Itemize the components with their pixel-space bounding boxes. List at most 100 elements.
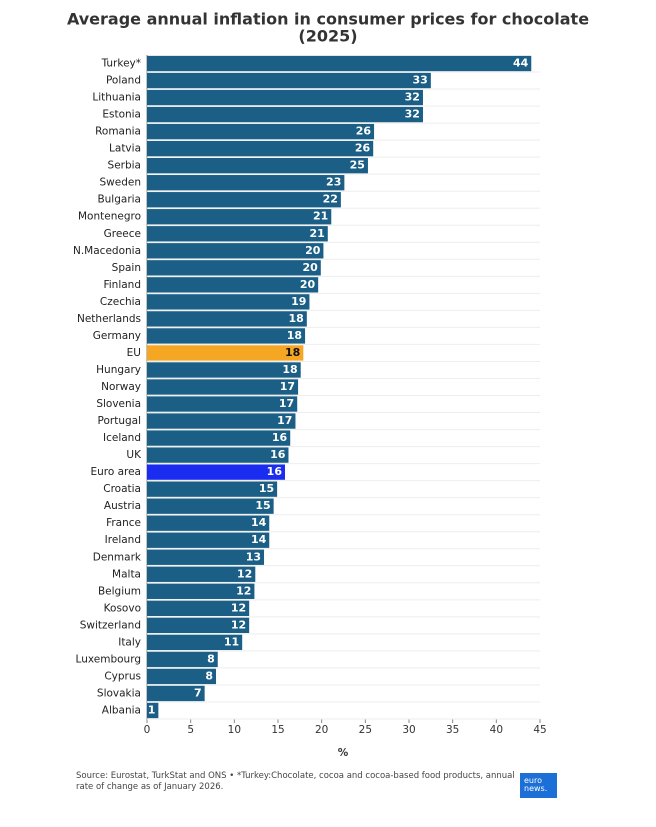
y-tick-label: Spain <box>112 262 141 274</box>
y-tick-label: N.Macedonia <box>73 245 141 257</box>
y-tick-label: EU <box>127 347 141 359</box>
y-tick-label: Serbia <box>108 160 141 172</box>
value-label: 16 <box>270 448 286 461</box>
bar <box>147 89 423 106</box>
value-label: 12 <box>237 567 252 580</box>
bar <box>147 123 375 140</box>
y-tick-label: Iceland <box>103 432 141 444</box>
y-tick-label: Lithuania <box>92 92 141 104</box>
value-label: 22 <box>323 193 338 206</box>
x-tick-label: 35 <box>446 724 459 736</box>
y-tick-label: Bulgaria <box>97 194 141 206</box>
y-tick-label: France <box>106 517 141 529</box>
y-tick-label: Ireland <box>105 534 141 546</box>
chart-title: (2025) <box>298 27 357 46</box>
bar <box>147 617 250 634</box>
bar <box>147 515 270 531</box>
value-label: 33 <box>413 74 428 87</box>
x-tick-label: 5 <box>187 724 194 736</box>
bar <box>147 175 345 191</box>
y-tick-label: Euro area <box>90 466 141 478</box>
value-label: 32 <box>405 108 420 121</box>
y-tick-label: Romania <box>95 126 141 138</box>
y-tick-label: Croatia <box>103 483 141 495</box>
bar <box>147 685 205 702</box>
bar <box>147 549 265 565</box>
bar <box>147 345 304 361</box>
bar <box>147 566 256 582</box>
y-tick-label: Poland <box>106 75 141 87</box>
value-label: 16 <box>267 465 283 478</box>
y-tick-label: Belgium <box>98 585 141 597</box>
logo: euro news. <box>520 773 557 798</box>
value-label: 25 <box>350 159 365 172</box>
y-tick-label: Netherlands <box>77 313 141 325</box>
y-tick-label: Slovenia <box>96 398 141 410</box>
x-tick-label: 15 <box>271 724 284 736</box>
value-label: 7 <box>194 686 202 699</box>
bar <box>147 464 285 480</box>
value-label: 20 <box>305 244 321 257</box>
x-tick-label: 45 <box>533 724 546 736</box>
bar <box>147 702 159 719</box>
bar <box>147 396 298 412</box>
value-label: 19 <box>291 295 306 308</box>
value-label: 17 <box>280 380 295 393</box>
footer: Source: Eurostat, TurkStat and ONS • *Tu… <box>76 771 515 792</box>
value-label: 23 <box>326 176 341 189</box>
y-tick-label: Greece <box>104 228 141 240</box>
value-label: 14 <box>251 533 267 546</box>
value-label: 14 <box>251 516 267 529</box>
value-label: 32 <box>405 91 420 104</box>
value-label: 17 <box>279 397 294 410</box>
bar <box>147 72 431 89</box>
x-tick-label: 40 <box>490 724 503 736</box>
y-tick-label: Albania <box>102 704 141 716</box>
x-tick-label: 10 <box>228 724 241 736</box>
value-label: 18 <box>285 346 300 359</box>
bar <box>147 55 532 72</box>
bar <box>147 158 368 174</box>
bar <box>147 532 270 548</box>
value-label: 18 <box>287 329 302 342</box>
x-axis-label: % <box>338 747 349 759</box>
value-label: 12 <box>236 584 251 597</box>
value-label: 15 <box>259 482 274 495</box>
value-label: 18 <box>282 363 297 376</box>
bar <box>147 192 341 208</box>
bar <box>147 294 310 310</box>
bar <box>147 447 289 463</box>
value-label: 26 <box>355 142 371 155</box>
value-label: 8 <box>207 652 215 665</box>
bar <box>147 379 299 395</box>
bar <box>147 600 250 616</box>
bar <box>147 498 274 514</box>
logo-text: news. <box>524 784 548 793</box>
y-tick-label: Luxembourg <box>76 653 141 665</box>
y-tick-label: Malta <box>112 568 141 580</box>
y-tick-label: Portugal <box>98 415 142 427</box>
y-tick-label: UK <box>126 449 142 461</box>
value-label: 1 <box>148 703 156 716</box>
value-label: 15 <box>255 499 270 512</box>
y-tick-label: Norway <box>101 381 141 393</box>
value-label: 21 <box>309 227 324 240</box>
y-tick-label: Czechia <box>100 296 141 308</box>
y-tick-label: Denmark <box>93 551 142 563</box>
bar <box>147 362 301 378</box>
y-tick-label: Kosovo <box>104 602 141 614</box>
y-tick-label: Latvia <box>109 143 141 155</box>
y-tick-label: Switzerland <box>80 619 141 631</box>
x-tick-label: 20 <box>315 724 328 736</box>
bar <box>147 311 307 327</box>
value-label: 17 <box>277 414 292 427</box>
bar <box>147 481 278 497</box>
bar <box>147 651 218 668</box>
y-tick-label: Austria <box>104 500 141 512</box>
logo-text: euro <box>524 776 542 785</box>
bar <box>147 243 324 259</box>
y-tick-label: Cyprus <box>104 670 141 682</box>
value-label: 11 <box>224 635 239 648</box>
value-label: 18 <box>289 312 304 325</box>
